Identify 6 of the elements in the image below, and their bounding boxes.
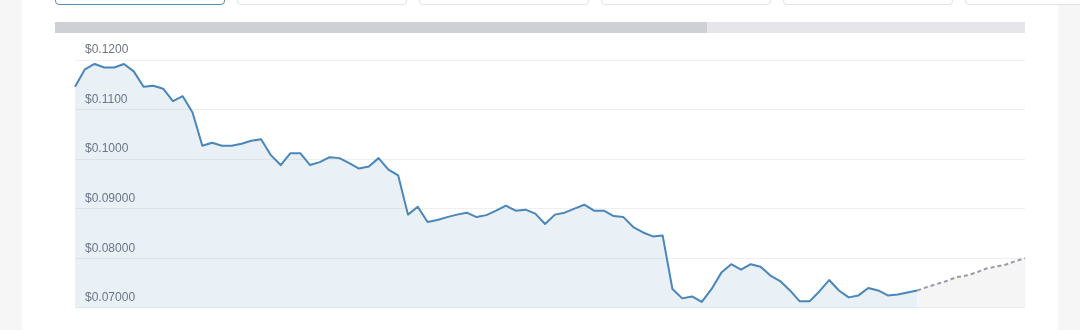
y-tick-label: $0.07000 [85,290,136,305]
y-tick-label: $0.1000 [85,141,129,156]
y-tick-label: $0.1200 [85,42,129,57]
y-tick-label: $0.1100 [85,91,128,106]
y-tick-label: $0.09000 [85,190,136,205]
y-tick-label: $0.08000 [85,240,136,255]
